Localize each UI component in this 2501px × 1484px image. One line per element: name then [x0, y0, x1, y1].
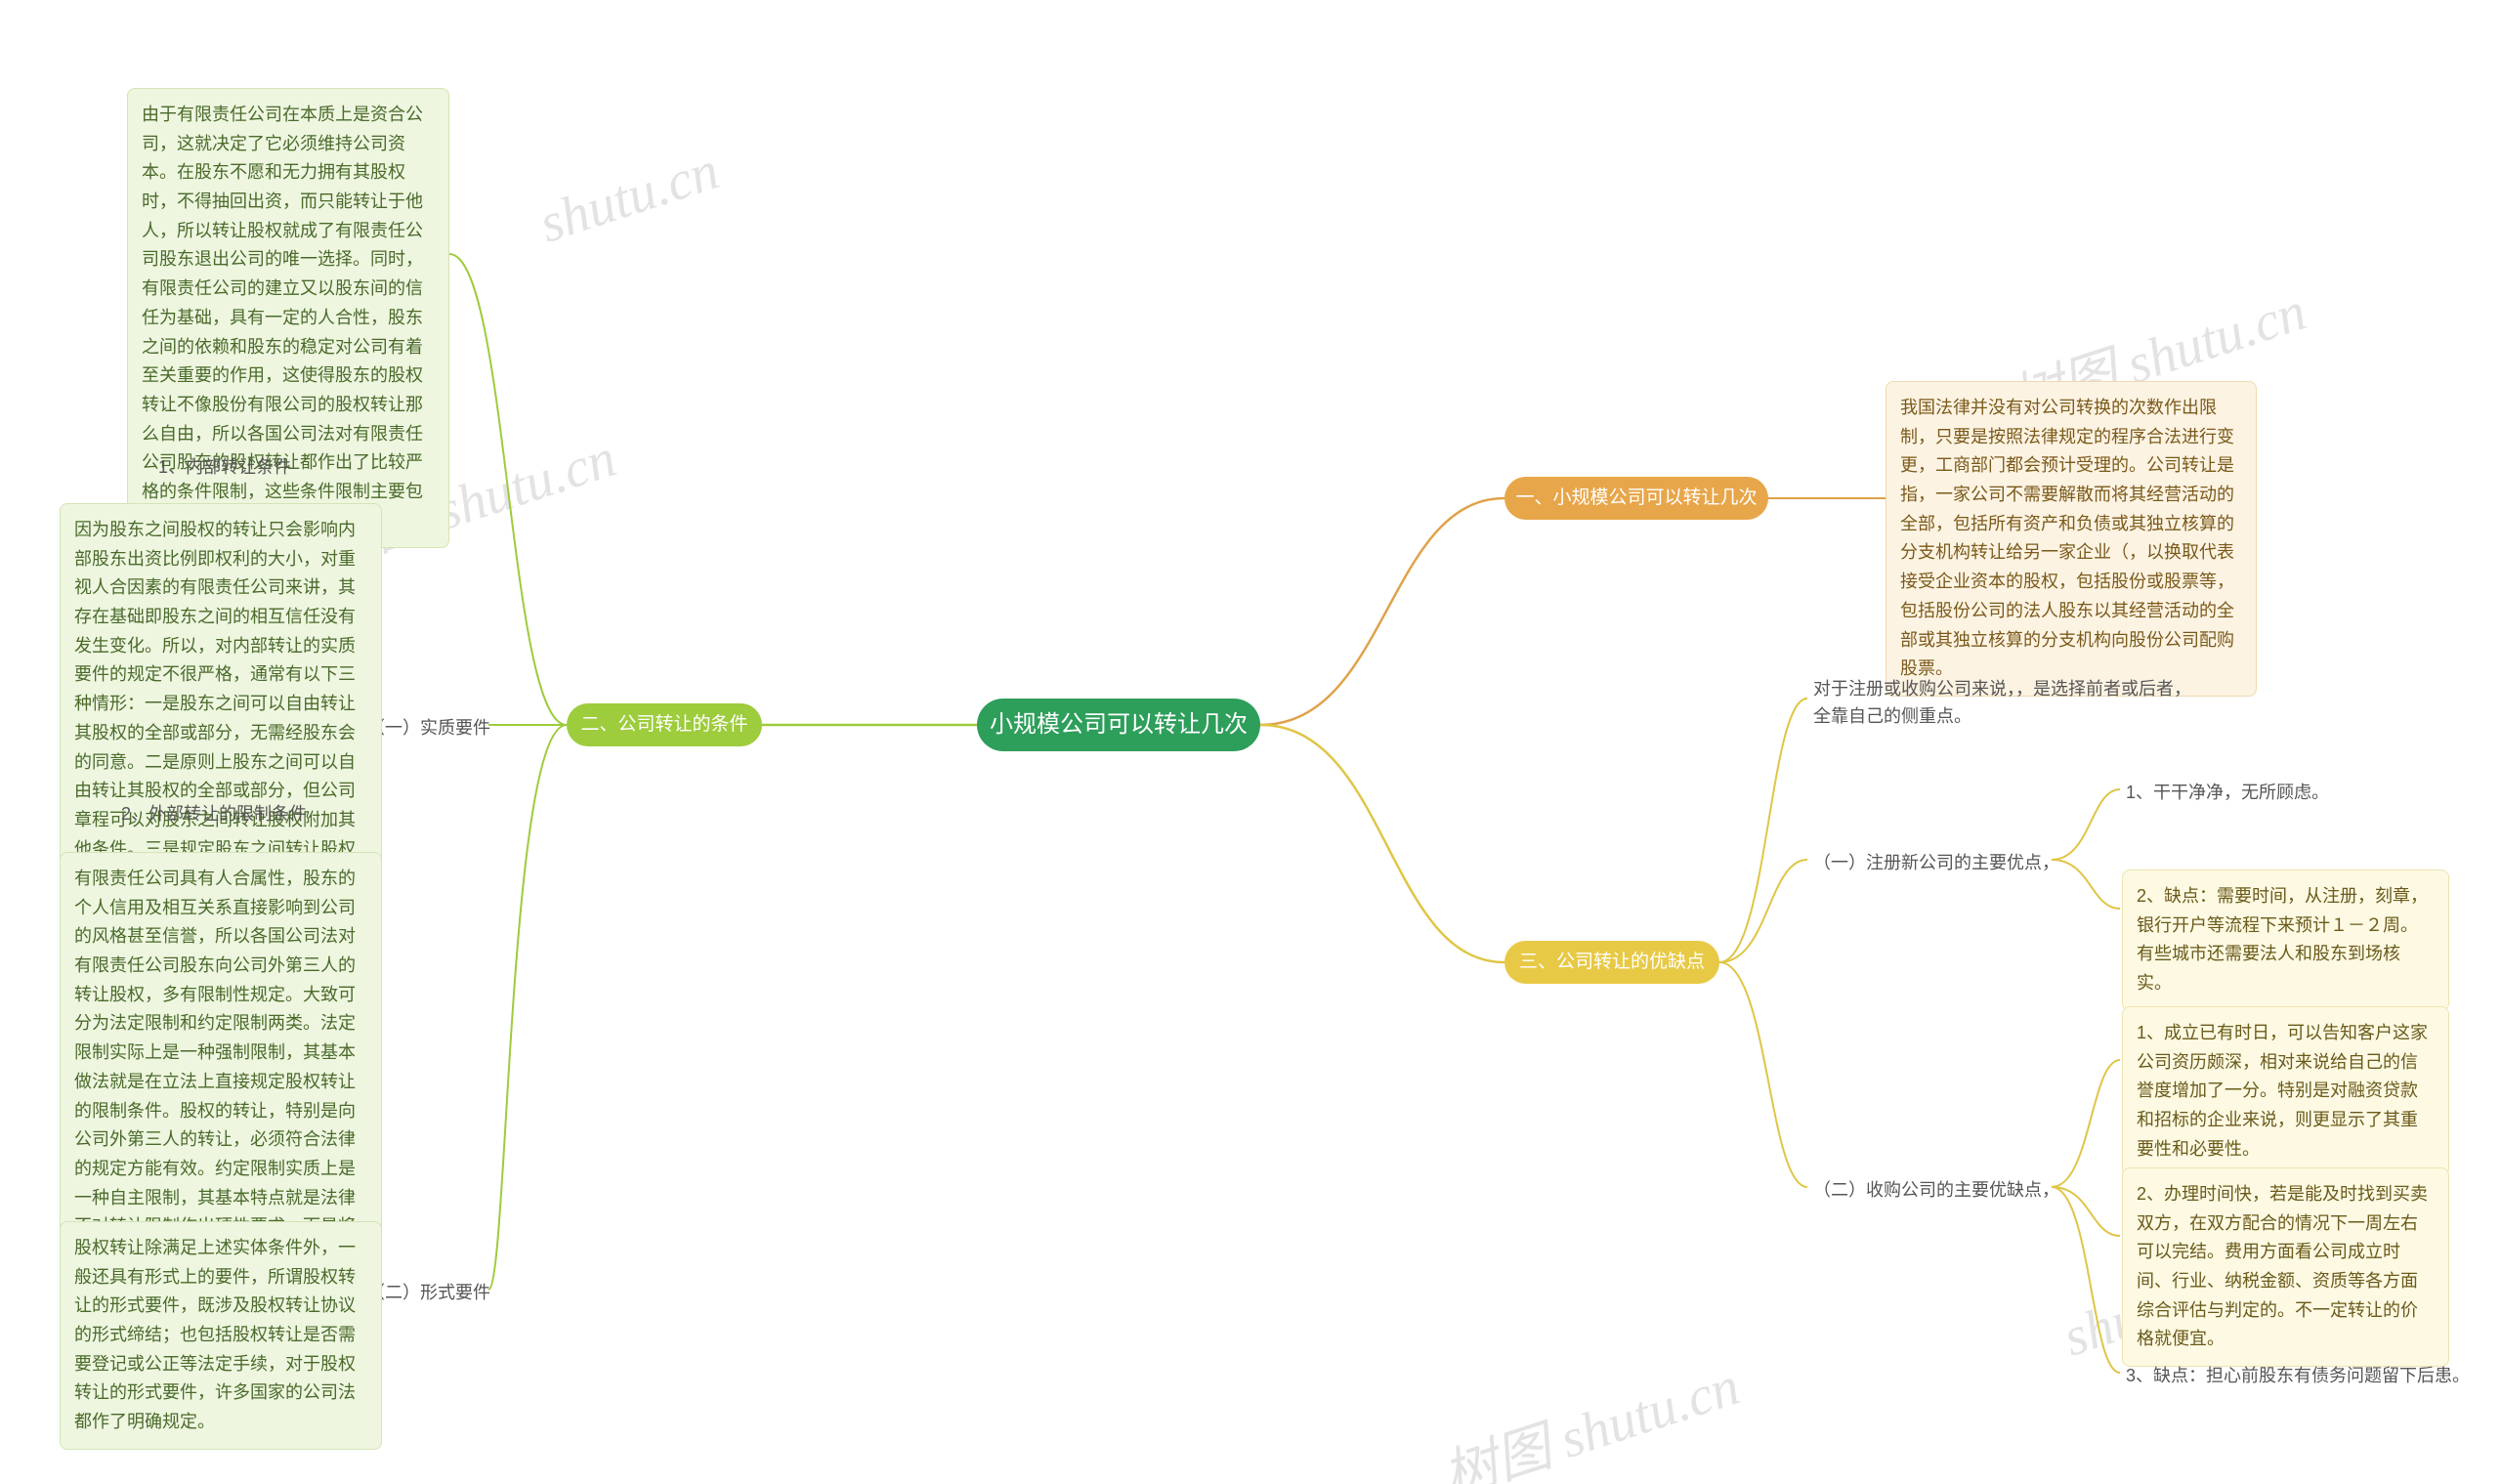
branch1-detail: 我国法律并没有对公司转换的次数作出限制，只要是按照法律规定的程序合法进行变更，工…: [1886, 381, 2257, 697]
branch2-node[interactable]: 二、公司转让的条件: [567, 703, 762, 746]
watermark: 树图 shutu.cn: [1431, 1341, 1748, 1484]
root-node[interactable]: 小规模公司可以转让几次: [977, 699, 1260, 751]
branch2-sub1-item2-label[interactable]: 2、外部转让的限制条件: [117, 799, 311, 830]
branch1-node[interactable]: 一、小规模公司可以转让几次: [1505, 477, 1768, 520]
watermark: shutu.cn: [532, 139, 727, 255]
branch3-sub2-label[interactable]: （二）收购公司的主要优缺点，: [1809, 1175, 2063, 1207]
branch3-node[interactable]: 三、公司转让的优缺点: [1505, 941, 1719, 984]
branch2-sub2-detail: 股权转让除满足上述实体条件外，一般还具有形式上的要件，所谓股权转让的形式要件，既…: [60, 1221, 382, 1450]
branch2-sub1-item1-label[interactable]: 1、内部转让条件: [154, 452, 295, 484]
branch2-sub2-label[interactable]: （二）形式要件: [363, 1278, 494, 1309]
branch3-sub2-item1: 1、成立已有时日，可以告知客户这家公司资历颇深，相对来说给自己的信誉度增加了一分…: [2122, 1006, 2449, 1176]
branch3-intro: 对于注册或收购公司来说，，是选择前者或后者，全靠自己的侧重点。: [1809, 674, 2200, 733]
branch3-sub1-item2: 2、缺点：需要时间，从注册，刻章，银行开户等流程下来预计１－２周。有些城市还需要…: [2122, 869, 2449, 1011]
branch3-sub2-item3: 3、缺点：担心前股东有债务问题留下后患。: [2122, 1361, 2474, 1392]
branch2-sub1-item1-detail: 因为股东之间股权的转让只会影响内部股东出资比例即权利的大小，对重视人合因素的有限…: [60, 503, 382, 906]
branch2-sub1-label[interactable]: （一）实质要件: [363, 713, 494, 744]
branch3-sub1-item1: 1、干干净净，无所顾虑。: [2122, 778, 2415, 809]
mindmap-canvas: 树图 shutu.cn 树图 shutu.cn 树图 shutu.cn shut…: [0, 0, 2501, 1484]
branch3-sub2-item2: 2、办理时间快，若是能及时找到买卖双方，在双方配合的情况下一周左右可以完结。费用…: [2122, 1167, 2449, 1367]
branch3-sub1-label[interactable]: （一）注册新公司的主要优点，: [1809, 848, 2063, 879]
